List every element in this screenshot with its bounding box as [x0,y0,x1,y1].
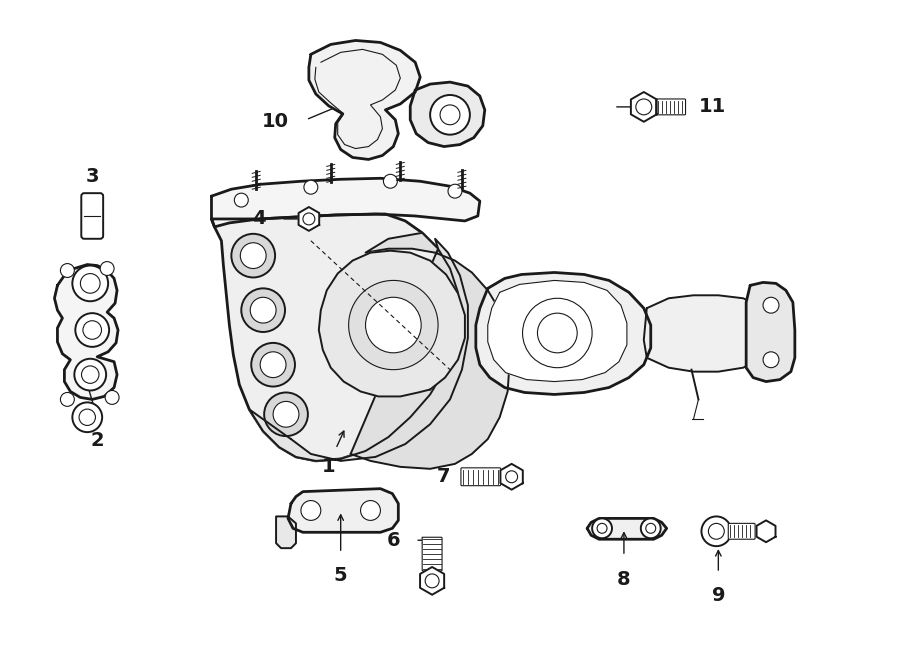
Circle shape [260,352,286,377]
Circle shape [592,518,612,538]
Polygon shape [488,280,627,381]
Text: 3: 3 [86,167,99,186]
Circle shape [240,243,266,268]
Polygon shape [212,214,460,461]
Circle shape [523,298,592,368]
FancyBboxPatch shape [81,193,104,239]
Circle shape [60,264,75,278]
Circle shape [100,262,114,276]
FancyBboxPatch shape [422,537,442,571]
Text: 5: 5 [334,566,347,585]
Circle shape [641,518,661,538]
Circle shape [72,403,103,432]
Circle shape [234,193,248,207]
Circle shape [301,500,320,520]
Text: 2: 2 [90,431,104,450]
Circle shape [701,516,732,546]
Polygon shape [757,520,776,542]
Circle shape [83,321,102,339]
Polygon shape [288,488,399,532]
Circle shape [708,524,725,539]
Polygon shape [644,295,758,371]
Circle shape [348,280,438,369]
Circle shape [365,297,421,353]
Text: 9: 9 [712,586,725,605]
Text: 8: 8 [617,570,631,589]
Circle shape [537,313,577,353]
Text: 6: 6 [387,531,400,550]
Circle shape [250,297,276,323]
Text: 11: 11 [698,97,725,116]
Polygon shape [351,233,509,469]
Circle shape [241,288,285,332]
Text: 4: 4 [253,210,266,229]
Polygon shape [631,92,657,122]
Text: 10: 10 [262,112,289,132]
Circle shape [75,359,106,391]
Circle shape [273,401,299,427]
Circle shape [80,274,100,293]
Polygon shape [746,282,795,381]
Circle shape [82,366,99,383]
Circle shape [361,500,381,520]
FancyBboxPatch shape [728,524,755,539]
Polygon shape [420,567,445,595]
Polygon shape [212,178,480,227]
Circle shape [646,524,656,533]
Polygon shape [319,251,465,397]
Circle shape [430,95,470,135]
FancyBboxPatch shape [461,468,500,486]
Circle shape [763,297,779,313]
Circle shape [597,524,607,533]
Text: 7: 7 [436,467,450,486]
Circle shape [383,175,397,188]
Circle shape [304,180,318,194]
Polygon shape [500,464,523,490]
Circle shape [506,471,518,483]
Circle shape [425,574,439,588]
Polygon shape [55,264,118,399]
Circle shape [448,184,462,198]
Circle shape [79,409,95,426]
Circle shape [60,393,75,407]
Circle shape [72,266,108,301]
Polygon shape [299,207,320,231]
Polygon shape [249,239,468,461]
Polygon shape [410,82,485,147]
Circle shape [763,352,779,368]
Circle shape [635,99,652,115]
Circle shape [231,234,275,278]
Polygon shape [476,272,651,395]
Circle shape [303,213,315,225]
Polygon shape [587,518,667,539]
Circle shape [440,105,460,125]
Circle shape [105,391,119,405]
Polygon shape [309,40,420,159]
Circle shape [251,343,295,387]
Polygon shape [276,516,296,548]
Text: 1: 1 [322,457,336,476]
FancyBboxPatch shape [656,99,686,115]
Circle shape [265,393,308,436]
Circle shape [76,313,109,347]
